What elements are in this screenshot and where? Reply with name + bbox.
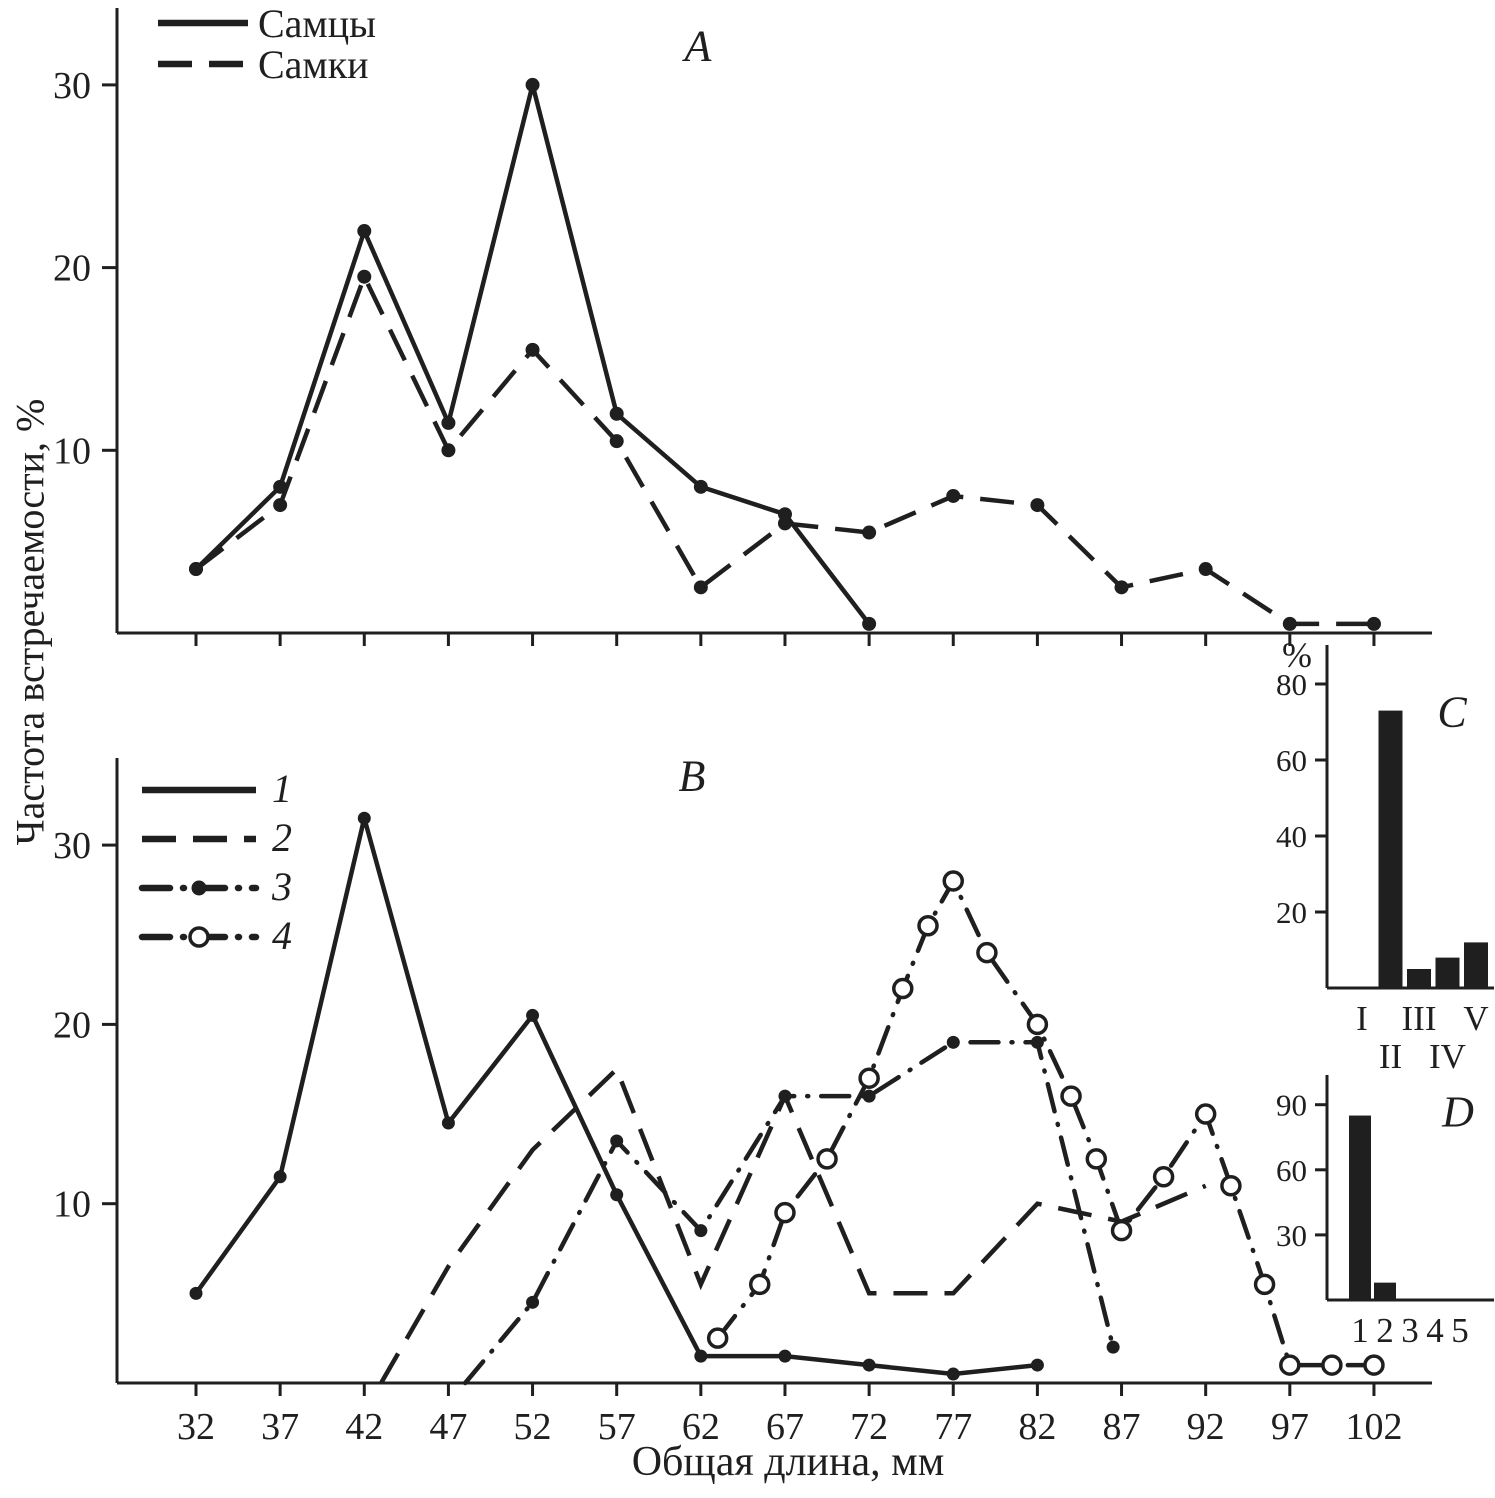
- svg-text:1: 1: [1351, 1311, 1369, 1350]
- legend-b-label-4: 4: [272, 913, 292, 958]
- panel-b-label: B: [678, 751, 706, 801]
- svg-text:82: 82: [1018, 1406, 1056, 1448]
- svg-text:II: II: [1379, 1037, 1402, 1076]
- svg-text:77: 77: [934, 1406, 972, 1448]
- svg-text:30: 30: [1276, 1218, 1307, 1253]
- svg-text:32: 32: [177, 1406, 215, 1448]
- svg-text:80: 80: [1276, 667, 1307, 702]
- svg-text:I: I: [1356, 999, 1368, 1038]
- svg-text:20: 20: [53, 1004, 91, 1046]
- svg-text:52: 52: [514, 1406, 552, 1448]
- y-axis-title: Частота встречаемости, %: [7, 398, 53, 846]
- svg-text:30: 30: [53, 825, 91, 867]
- svg-text:40: 40: [1276, 819, 1307, 854]
- x-axis-title: Общая длина, мм: [631, 1439, 945, 1485]
- svg-text:57: 57: [598, 1406, 636, 1448]
- svg-text:10: 10: [53, 1184, 91, 1226]
- legend-b-label-3: 3: [272, 864, 292, 909]
- svg-text:72: 72: [850, 1406, 888, 1448]
- svg-text:20: 20: [1276, 895, 1307, 930]
- svg-text:87: 87: [1103, 1406, 1141, 1448]
- legend-b-label-2: 2: [272, 815, 292, 860]
- svg-text:5: 5: [1451, 1311, 1469, 1350]
- svg-text:102: 102: [1345, 1406, 1402, 1448]
- inset-d-bar-chart: 30 60 90 1 2 3 4 5: [1276, 1075, 1494, 1350]
- svg-text:10: 10: [53, 430, 91, 472]
- svg-text:67: 67: [766, 1406, 804, 1448]
- svg-text:V: V: [1463, 999, 1488, 1038]
- panel-a-label: A: [684, 21, 712, 71]
- panel-c-label: C: [1437, 687, 1467, 737]
- svg-text:60: 60: [1276, 743, 1307, 778]
- legend-a-label-females: Самки: [258, 42, 369, 87]
- panel-d-label: D: [1442, 1087, 1474, 1137]
- svg-text:42: 42: [345, 1406, 383, 1448]
- svg-text:92: 92: [1187, 1406, 1225, 1448]
- svg-text:37: 37: [261, 1406, 299, 1448]
- legend-a-label-males: Самцы: [258, 1, 377, 46]
- svg-text:62: 62: [682, 1406, 720, 1448]
- legend-swatches: [138, 19, 260, 948]
- svg-text:47: 47: [429, 1406, 467, 1448]
- svg-text:97: 97: [1271, 1406, 1309, 1448]
- svg-text:2: 2: [1376, 1311, 1394, 1350]
- inset-c-percent-label: %: [1282, 635, 1312, 675]
- svg-text:90: 90: [1276, 1088, 1307, 1123]
- svg-text:IV: IV: [1429, 1037, 1466, 1076]
- legend-b-label-1: 1: [272, 766, 292, 811]
- svg-text:20: 20: [53, 248, 91, 290]
- svg-text:4: 4: [1426, 1311, 1444, 1350]
- svg-text:3: 3: [1401, 1311, 1419, 1350]
- svg-text:60: 60: [1276, 1153, 1307, 1188]
- svg-text:III: III: [1402, 999, 1437, 1038]
- svg-text:30: 30: [53, 65, 91, 107]
- panel-a-chart: 10 20 30: [53, 8, 1432, 646]
